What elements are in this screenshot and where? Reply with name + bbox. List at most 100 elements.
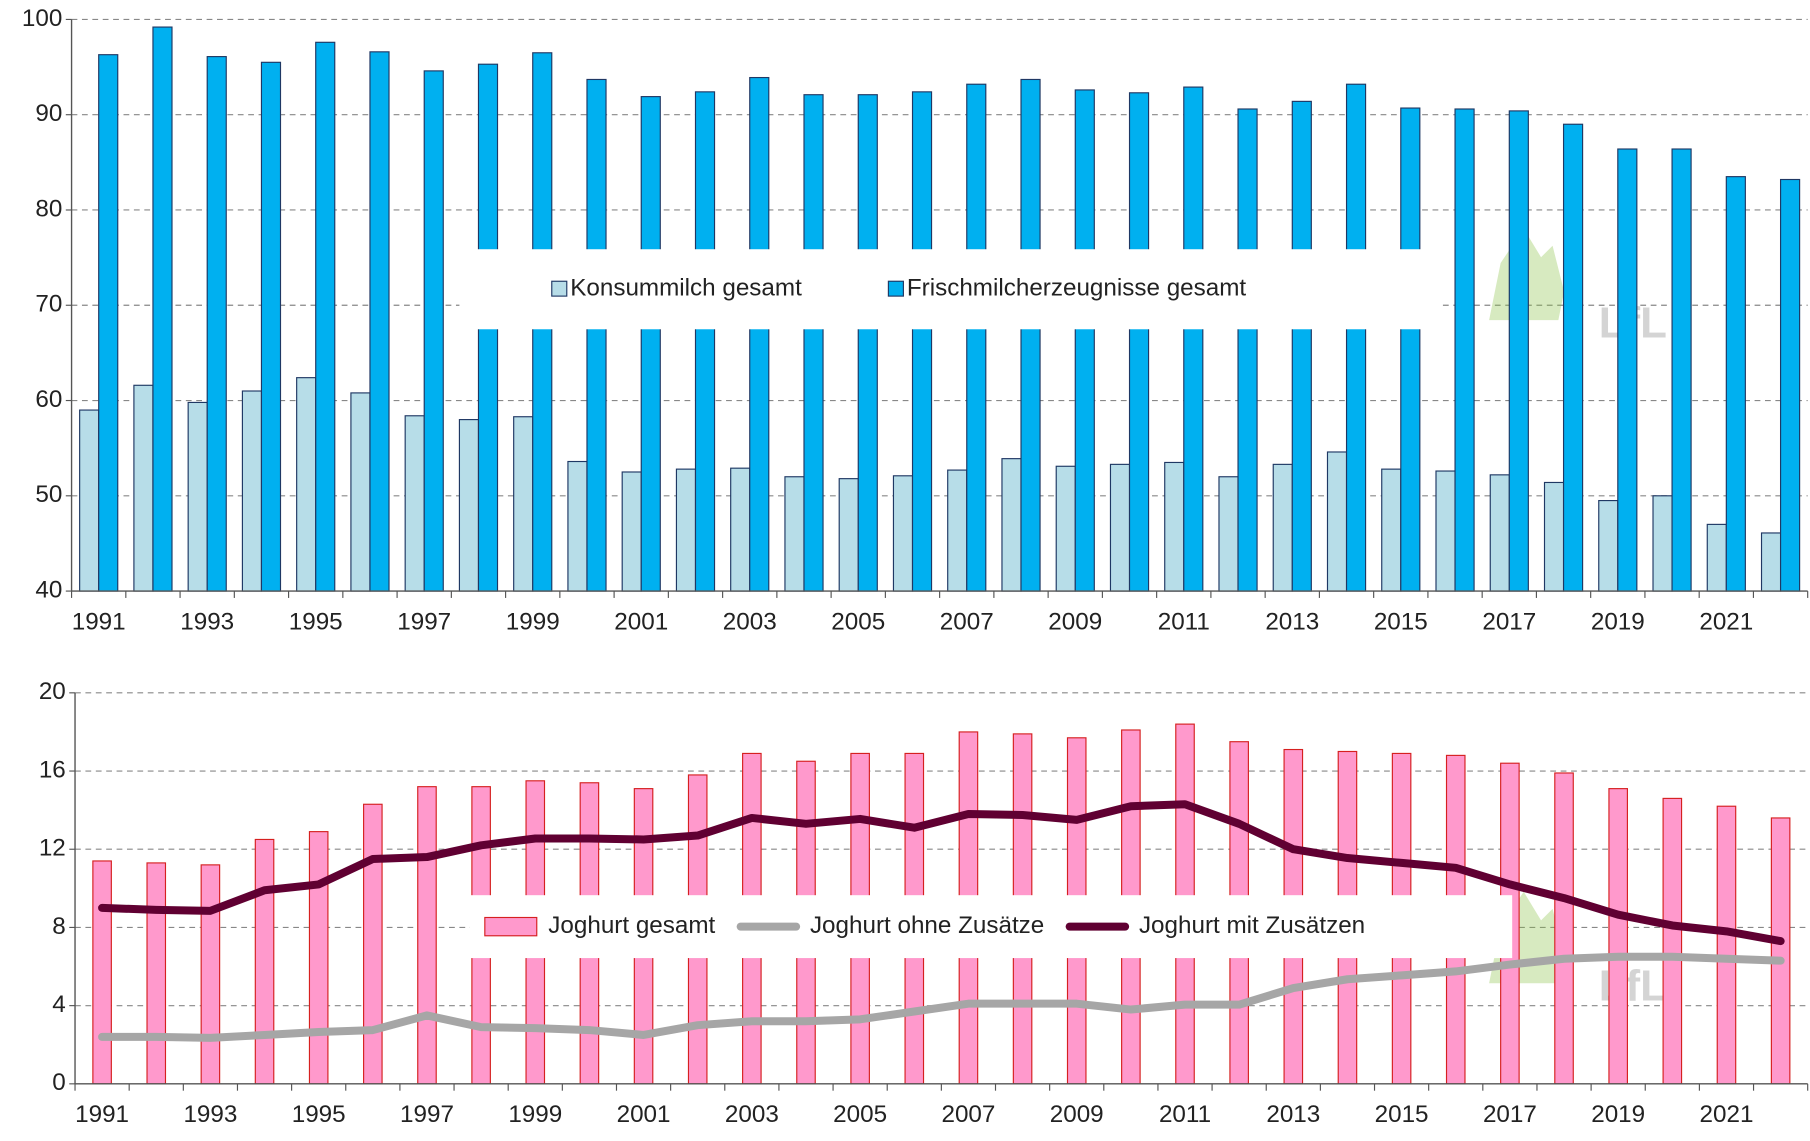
bar — [417, 786, 437, 1085]
bar — [1183, 86, 1204, 592]
x-tick-label: 2017 — [1482, 609, 1536, 636]
y-tick-label: 16 — [39, 756, 66, 783]
bar — [152, 26, 173, 592]
bar — [1725, 176, 1746, 592]
x-tick-label: 1991 — [75, 1101, 129, 1128]
legend-label: Frischmilcherzeugnisse gesamt — [907, 275, 1247, 302]
bar — [369, 51, 390, 592]
x-tick-label: 2011 — [1158, 609, 1210, 636]
bar — [1020, 78, 1041, 592]
bar — [146, 862, 167, 1085]
bar — [1598, 499, 1619, 592]
y-tick-label: 70 — [35, 291, 62, 318]
bar — [1128, 92, 1150, 592]
legend-swatch — [887, 280, 904, 297]
bar — [1662, 797, 1683, 1085]
legend-box — [459, 249, 1441, 330]
y-tick-label: 20 — [39, 678, 66, 705]
x-tick-label: 2005 — [833, 1101, 887, 1128]
bar — [1272, 463, 1293, 592]
bar — [621, 471, 642, 592]
x-tick-label: 2011 — [1159, 1101, 1211, 1128]
y-tick-label: 50 — [35, 481, 62, 508]
legend-swatch — [484, 916, 538, 937]
bar — [1454, 108, 1475, 592]
x-tick-label: 2003 — [723, 609, 777, 636]
x-tick-label: 2017 — [1483, 1101, 1537, 1128]
bar — [98, 54, 119, 592]
bar — [1543, 481, 1565, 592]
bar — [1779, 178, 1801, 592]
bar — [254, 838, 275, 1085]
bar — [206, 56, 227, 592]
x-tick-label: 2007 — [941, 1101, 995, 1128]
bar — [730, 467, 751, 592]
bar — [423, 70, 444, 592]
bar — [79, 409, 100, 592]
bar — [675, 468, 697, 592]
x-tick-label: 2013 — [1266, 1101, 1320, 1128]
x-tick-label: 2007 — [940, 609, 994, 636]
bar — [1218, 476, 1239, 592]
bar — [133, 384, 154, 592]
bar — [1055, 465, 1076, 592]
legend-label: Konsummilch gesamt — [570, 275, 802, 302]
bar — [640, 96, 661, 592]
x-tick-label: 1991 — [72, 609, 126, 636]
x-tick-label: 1993 — [180, 609, 234, 636]
bar — [458, 419, 480, 592]
bar — [308, 831, 329, 1085]
bar — [784, 476, 805, 592]
y-tick-label: 60 — [35, 386, 62, 413]
line — [98, 952, 1785, 1042]
bar — [1435, 470, 1456, 592]
x-tick-label: 2013 — [1265, 609, 1319, 636]
x-tick-label: 1997 — [400, 1101, 454, 1128]
x-tick-label: 2019 — [1591, 609, 1645, 636]
y-tick-label: 8 — [52, 913, 65, 940]
bar — [1508, 110, 1529, 592]
x-tick-label: 2009 — [1050, 1101, 1104, 1128]
y-tick-label: 4 — [52, 991, 65, 1018]
y-tick-label: 80 — [35, 195, 62, 222]
bar — [296, 377, 317, 592]
x-tick-label: 2021 — [1699, 609, 1753, 636]
bar — [1326, 451, 1348, 592]
y-tick-label: 0 — [52, 1069, 65, 1096]
bar — [586, 78, 607, 592]
bar — [1608, 788, 1628, 1085]
bar — [1074, 89, 1095, 592]
bar — [187, 401, 208, 592]
x-tick-label: 2001 — [614, 609, 668, 636]
bar — [1381, 468, 1402, 592]
bar — [694, 91, 716, 592]
bar — [1109, 463, 1131, 592]
x-tick-label: 2001 — [617, 1101, 671, 1128]
bar — [1770, 817, 1791, 1085]
bar — [1237, 108, 1258, 592]
bar — [838, 478, 859, 592]
bar — [892, 475, 914, 592]
bar — [749, 76, 770, 592]
bar — [1716, 805, 1737, 1085]
bar — [911, 91, 933, 592]
x-tick-label: 2015 — [1375, 1101, 1429, 1128]
bar — [567, 460, 588, 592]
x-tick-label: 1995 — [292, 1101, 346, 1128]
bar — [315, 41, 336, 592]
x-tick-label: 1995 — [289, 609, 343, 636]
y-tick-label: 100 — [22, 5, 62, 32]
legend-label: Joghurt gesamt — [548, 912, 715, 939]
x-tick-label: 2021 — [1700, 1101, 1754, 1128]
bar — [1400, 107, 1421, 592]
bar — [241, 390, 263, 592]
bar — [803, 94, 824, 592]
bar — [1554, 772, 1574, 1085]
bar — [1562, 123, 1584, 592]
bar — [1760, 532, 1782, 592]
legend-label: Joghurt mit Zusätzen — [1139, 912, 1365, 939]
bar — [1001, 458, 1022, 592]
bar — [1291, 100, 1312, 592]
bar — [1652, 495, 1673, 592]
